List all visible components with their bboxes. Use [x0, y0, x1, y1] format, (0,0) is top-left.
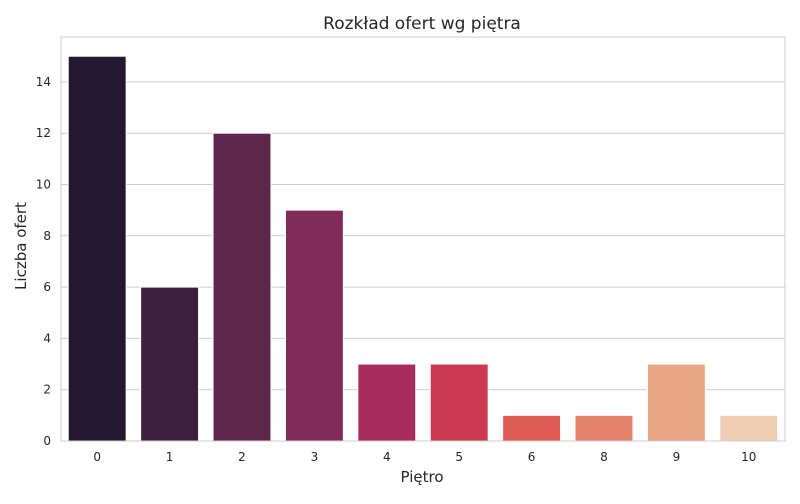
y-tick-label: 12 — [36, 126, 51, 140]
bar-0 — [67, 55, 127, 442]
y-tick-labels: 0 2 4 6 8 10 12 14 — [36, 75, 51, 448]
y-tick-label: 14 — [36, 75, 51, 89]
bar-2 — [212, 132, 272, 442]
bars — [67, 55, 779, 442]
x-tick-label: 2 — [238, 450, 246, 464]
chart-title: Rozkład ofert wg piętra — [323, 14, 521, 34]
x-tick-label: 4 — [383, 450, 391, 464]
bar-9 — [646, 363, 706, 442]
x-tick-label: 8 — [600, 450, 608, 464]
y-tick-label: 6 — [43, 280, 51, 294]
bar-5 — [429, 363, 489, 442]
bar-4 — [357, 363, 417, 442]
x-tick-label: 3 — [311, 450, 319, 464]
bar-3 — [284, 209, 344, 442]
y-axis-label: Liczba ofert — [12, 202, 30, 290]
x-tick-label: 5 — [455, 450, 463, 464]
plot-frame — [60, 36, 786, 442]
bar-8 — [574, 414, 634, 442]
x-tick-label: 10 — [741, 450, 756, 464]
y-tick-label: 0 — [43, 434, 51, 448]
x-tick-label: 6 — [528, 450, 536, 464]
x-axis-label: Piętro — [400, 468, 443, 486]
bar-10 — [719, 414, 779, 442]
x-tick-label: 1 — [166, 450, 174, 464]
y-tick-label: 10 — [36, 177, 51, 191]
x-tick-label: 9 — [673, 450, 681, 464]
y-tick-label: 4 — [43, 331, 51, 345]
plot-border — [60, 36, 786, 442]
bar-1 — [140, 286, 200, 442]
x-tick-labels: 0 1 2 3 4 5 6 8 9 10 — [93, 450, 756, 464]
y-tick-label: 2 — [43, 383, 51, 397]
bar-6 — [502, 414, 562, 442]
y-tick-label: 8 — [43, 229, 51, 243]
x-tick-label: 0 — [93, 450, 101, 464]
